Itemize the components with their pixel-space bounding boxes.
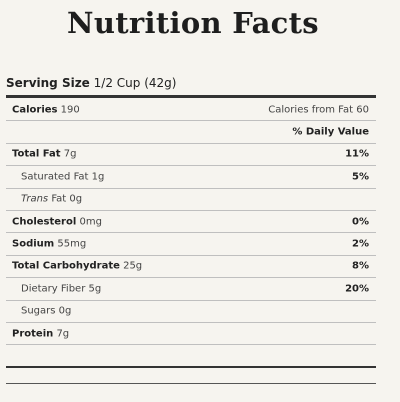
nutrient-amount: 1g <box>91 171 105 183</box>
serving-size-value: 1/2 Cup (42g) <box>93 76 177 90</box>
nutrient-amount: 7g <box>56 328 70 340</box>
nutrient-amount: 0g <box>58 305 72 317</box>
calories-value: 190 <box>60 104 80 116</box>
nutrient-amount: 25g <box>123 260 143 272</box>
nutrient-amount: 5g <box>88 283 102 295</box>
divider-thick <box>6 95 376 98</box>
nutrient-row-sodium: Sodium 55mg 2% <box>6 233 376 256</box>
serving-size: Serving Size 1/2 Cup (42g) <box>6 76 176 90</box>
page-title: Nutrition Facts <box>67 6 319 40</box>
nutrient-dv: 0% <box>352 216 369 228</box>
nutrient-dv: 5% <box>352 171 369 183</box>
nutrient-dv: 2% <box>352 238 369 250</box>
nutrient-row-total-fat: Total Fat 7g 11% <box>6 144 376 167</box>
nutrient-dv: 8% <box>352 260 369 272</box>
nutrient-label: Sodium <box>12 238 55 250</box>
calories-from-fat-label: Calories from Fat <box>268 104 354 116</box>
nutrient-label: Protein <box>12 328 54 340</box>
nutrient-dv: 11% <box>345 148 369 160</box>
daily-value-header-row: % Daily Value <box>6 121 376 144</box>
nutrient-amount: 0mg <box>79 216 102 228</box>
calories-label: Calories <box>12 104 58 116</box>
daily-value-header: % Daily Value <box>292 126 369 138</box>
nutrient-row-protein: Protein 7g <box>6 323 376 346</box>
nutrient-label: Dietary Fiber <box>21 283 86 295</box>
nutrient-amount: 55mg <box>57 238 87 250</box>
calories-row: Calories 190 Calories from Fat 60 <box>6 99 376 122</box>
nutrient-row-cholesterol: Cholesterol 0mg 0% <box>6 211 376 234</box>
nutrient-row-trans-fat: Trans Fat 0g <box>6 189 376 211</box>
nutrient-row-total-carbohydrate: Total Carbohydrate 25g 8% <box>6 256 376 279</box>
nutrient-row-dietary-fiber: Dietary Fiber 5g 20% <box>6 278 376 301</box>
nutrient-label: Total Fat <box>12 148 61 160</box>
nutrient-label: Sugars <box>21 305 56 317</box>
calories-from-fat-value: 60 <box>356 104 369 116</box>
nutrient-row-sugars: Sugars 0g <box>6 301 376 323</box>
nutrient-label-italic: Trans <box>21 193 49 205</box>
divider-thick-bottom <box>6 366 376 368</box>
nutrient-label: Saturated Fat <box>21 171 89 183</box>
nutrient-dv: 20% <box>345 283 369 295</box>
nutrient-label: Fat <box>51 193 67 205</box>
nutrient-label: Cholesterol <box>12 216 77 228</box>
nutrition-table: Calories 190 Calories from Fat 60 % Dail… <box>6 99 376 346</box>
nutrient-label: Total Carbohydrate <box>12 260 120 272</box>
nutrient-amount: 0g <box>69 193 83 205</box>
nutrient-row-saturated-fat: Saturated Fat 1g 5% <box>6 166 376 189</box>
divider-bottom <box>6 383 376 384</box>
nutrient-amount: 7g <box>63 148 77 160</box>
serving-size-label: Serving Size <box>6 76 90 90</box>
